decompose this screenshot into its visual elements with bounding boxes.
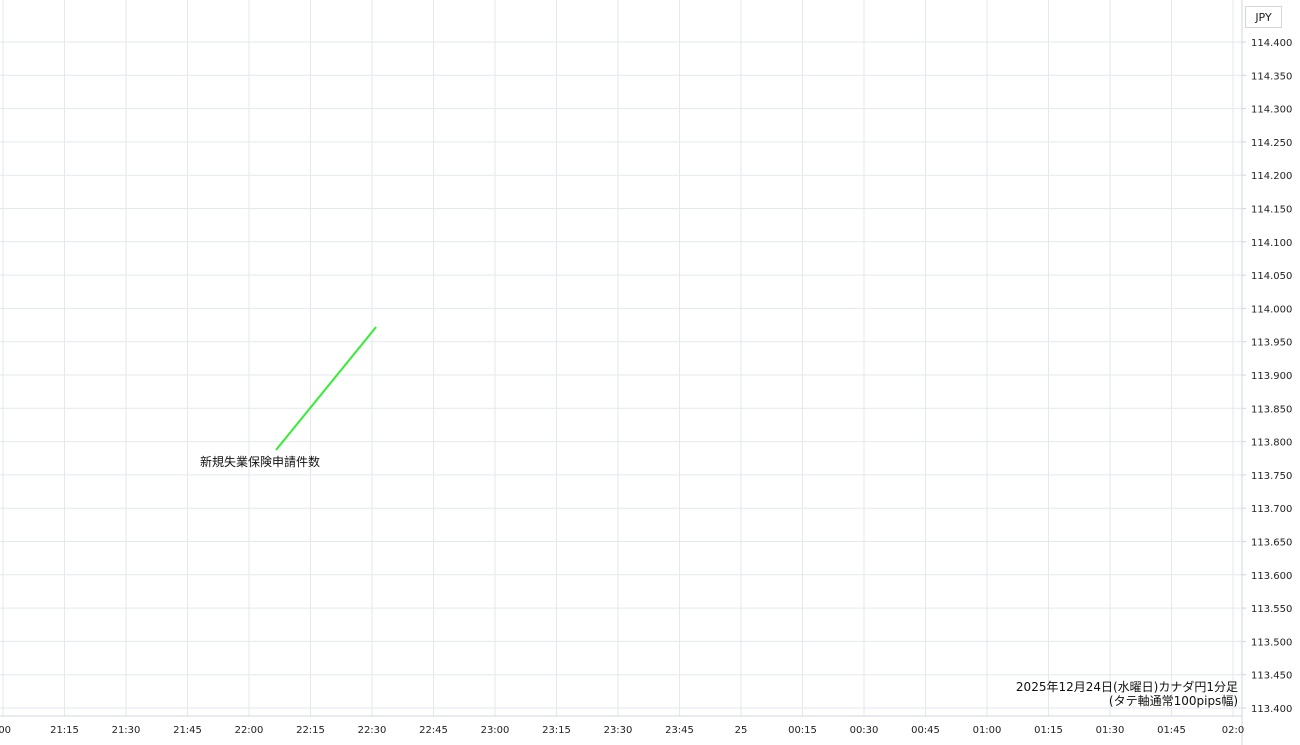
y-tick-label: 114.150 xyxy=(1251,205,1292,216)
y-tick-label: 113.700 xyxy=(1251,504,1292,515)
x-tick-label: 01:45 xyxy=(1157,725,1186,736)
x-tick-label: 22:30 xyxy=(358,725,387,736)
annotation-layer xyxy=(275,326,377,451)
y-tick-label: 114.300 xyxy=(1251,105,1292,116)
y-tick-label: 114.400 xyxy=(1251,38,1292,49)
x-tick-label: 00:30 xyxy=(850,725,879,736)
y-tick-label: 114.200 xyxy=(1251,171,1292,182)
y-tick-label: 113.450 xyxy=(1251,671,1292,682)
chart-caption: 2025年12月24日(水曜日)カナダ円1分足 (タテ軸通常100pips幅) xyxy=(1016,680,1238,708)
x-tick-label: 01:00 xyxy=(973,725,1002,736)
y-tick-label: 114.000 xyxy=(1251,304,1292,315)
y-tick-label: 113.900 xyxy=(1251,371,1292,382)
x-tick-label: 01:30 xyxy=(1096,725,1125,736)
event-annotation-label: 新規失業保険申請件数 xyxy=(200,455,321,469)
y-tick-label: 114.350 xyxy=(1251,71,1292,82)
y-tick-label: 113.800 xyxy=(1251,438,1292,449)
y-tick-label: 113.400 xyxy=(1251,704,1292,715)
x-tick-label: 22:45 xyxy=(419,725,448,736)
y-tick-label: 113.600 xyxy=(1251,571,1292,582)
grid-lines xyxy=(0,0,1242,716)
y-axis: 114.400 114.350 114.300 114.250 114.200 114.1… xyxy=(1242,38,1292,715)
x-tick-label: 22:00 xyxy=(235,725,264,736)
x-tick-label: 21:30 xyxy=(112,725,141,736)
x-tick-label: 21:45 xyxy=(173,725,202,736)
y-tick-label: 113.500 xyxy=(1251,637,1292,648)
x-tick-label: 00:15 xyxy=(788,725,817,736)
x-tick-label: 23:30 xyxy=(604,725,633,736)
caption-line-2: (タテ軸通常100pips幅) xyxy=(1108,694,1238,708)
y-tick-label: 113.650 xyxy=(1251,538,1292,549)
y-tick-label: 114.250 xyxy=(1251,138,1292,149)
y-tick-label: 114.100 xyxy=(1251,238,1292,249)
x-tick-label: 23:45 xyxy=(665,725,694,736)
x-tick-label: 23:15 xyxy=(542,725,571,736)
y-tick-label: 114.050 xyxy=(1251,271,1292,282)
x-tick-label: 00:45 xyxy=(911,725,940,736)
x-tick-label: 25 xyxy=(735,725,748,736)
x-tick-label: 22:15 xyxy=(296,725,325,736)
caption-line-1: 2025年12月24日(水曜日)カナダ円1分足 xyxy=(1015,680,1238,694)
y-tick-label: 113.750 xyxy=(1251,471,1292,482)
x-tick-label: 02:0 xyxy=(1222,725,1244,736)
x-axis: :00 21:15 21:30 21:45 22:00 22:15 22:30 22:45 23… xyxy=(0,725,1244,736)
currency-label[interactable]: JPY xyxy=(1245,6,1282,28)
y-tick-label: 113.950 xyxy=(1251,338,1292,349)
x-tick-label: 21:15 xyxy=(50,725,79,736)
x-tick-label: 01:15 xyxy=(1034,725,1063,736)
annotation-pointer-line xyxy=(275,326,377,451)
y-tick-label: 113.850 xyxy=(1251,404,1292,415)
x-tick-label: :00 xyxy=(0,725,11,736)
y-tick-label: 113.550 xyxy=(1251,604,1292,615)
x-tick-label: 23:00 xyxy=(481,725,510,736)
